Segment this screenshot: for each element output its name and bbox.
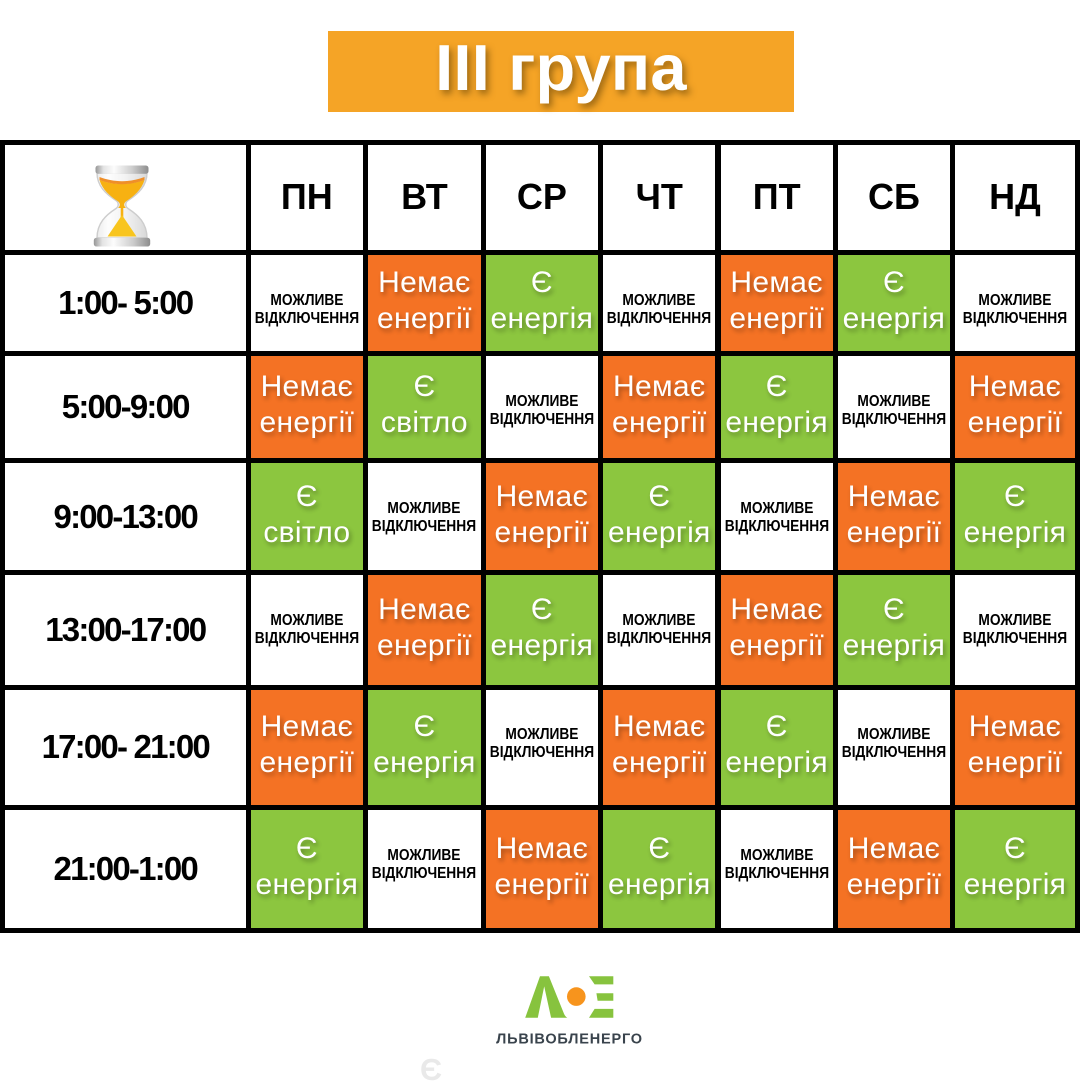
svg-text:ЛЬВІВОБЛЕНЕРГО: ЛЬВІВОБЛЕНЕРГО [496, 1032, 643, 1048]
